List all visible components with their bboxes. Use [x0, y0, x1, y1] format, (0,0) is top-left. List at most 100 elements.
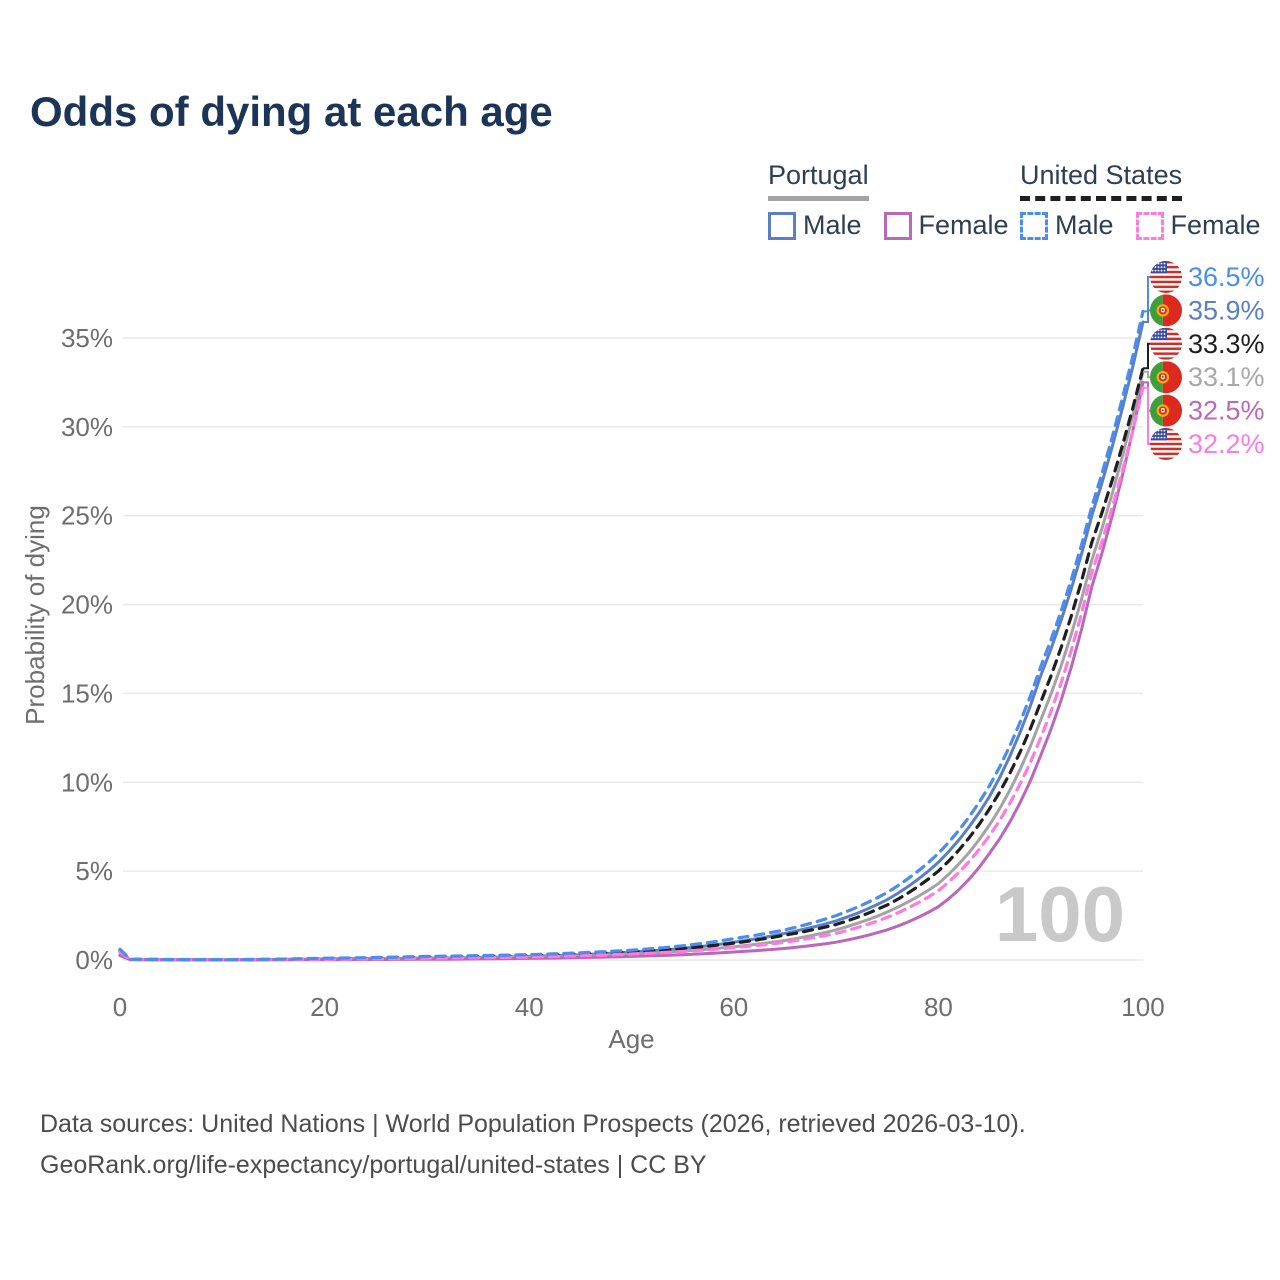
legend-item-label: Male	[1055, 210, 1114, 240]
x-tick-label: 40	[515, 992, 544, 1022]
end-value-label-united-states-total: 33.3%	[1188, 329, 1265, 359]
series-line-united-states-total	[118, 366, 1145, 962]
label-connector-portugal-total	[1143, 370, 1150, 379]
portugal-flag-icon	[1150, 294, 1182, 327]
us-flag-icon	[1150, 327, 1182, 360]
legend-items-portugal: Male Female	[768, 210, 1009, 241]
flag-part	[1150, 357, 1182, 360]
flag-part	[1162, 394, 1182, 427]
us-flag-icon	[1150, 428, 1182, 460]
series-line-united-states-female	[118, 386, 1145, 962]
flag-part	[1160, 436, 1163, 439]
age-watermark: 100	[995, 870, 1125, 958]
flag-part	[1151, 329, 1154, 332]
flag-part	[1163, 336, 1166, 339]
flag-part	[1150, 442, 1182, 446]
flag-part	[1163, 329, 1166, 332]
flag-part	[1154, 336, 1157, 339]
flag-part	[1154, 262, 1157, 265]
flag-part	[1163, 429, 1166, 432]
legend-items-united-states: Male Female	[1020, 210, 1261, 241]
flag-part	[1154, 436, 1157, 439]
flag-part	[1157, 262, 1160, 265]
end-value-label-united-states-male: 36.5%	[1188, 262, 1265, 292]
flag-part	[1151, 266, 1154, 268]
label-connector-united-states-male	[1143, 276, 1150, 313]
y-tick-label: 0%	[75, 945, 113, 975]
y-tick-label: 25%	[61, 501, 113, 531]
flag-part	[1163, 436, 1166, 439]
flag-part	[1157, 433, 1160, 435]
flag-part	[1154, 269, 1157, 272]
legend-group-title-united-states: United States	[1020, 160, 1183, 201]
label-connector-portugal-male	[1143, 309, 1150, 323]
flag-part	[1160, 269, 1163, 272]
flag-part	[1163, 333, 1166, 335]
y-tick-label: 35%	[61, 323, 113, 353]
x-tick-label: 80	[924, 992, 953, 1022]
flag-part	[1157, 436, 1160, 439]
flag-part	[1150, 361, 1163, 394]
flag-part	[1150, 290, 1182, 293]
flag-part	[1157, 336, 1160, 339]
legend-item-us-male: Male	[1020, 210, 1114, 241]
legend-group-portugal: Portugal Male Female	[768, 160, 1009, 241]
y-tick-label: 10%	[61, 767, 113, 797]
us-flag-icon	[1150, 261, 1182, 293]
end-value-label-united-states-female: 32.2%	[1188, 429, 1265, 459]
footer: Data sources: United Nations | World Pop…	[40, 1104, 1026, 1186]
flag-part	[1160, 429, 1163, 432]
x-tick-label: 0	[113, 992, 127, 1022]
footer-attribution: GeoRank.org/life-expectancy/portugal/uni…	[40, 1151, 707, 1179]
flag-part	[1150, 275, 1182, 279]
legend-group-united-states: United States Male Female	[1020, 160, 1261, 241]
flag-part	[1160, 266, 1163, 268]
flag-part	[1157, 266, 1160, 268]
end-value-label-portugal-male: 35.9%	[1188, 295, 1265, 325]
end-value-label-portugal-total: 33.1%	[1188, 362, 1265, 392]
flag-part	[1150, 452, 1182, 456]
x-axis-title: Age	[608, 1024, 654, 1054]
portugal-female-swatch-icon	[883, 211, 912, 240]
legend-item-us-female: Female	[1135, 210, 1261, 241]
series-line-united-states-male	[118, 309, 1145, 962]
label-connector-united-states-total	[1143, 342, 1150, 370]
flag-part	[1150, 342, 1182, 346]
flag-part	[1154, 266, 1157, 268]
flag-part	[1160, 433, 1163, 435]
flag-part	[1150, 352, 1182, 355]
legend-item-portugal-male: Male	[768, 210, 862, 241]
flag-part	[1157, 329, 1160, 332]
label-connector-united-states-female	[1143, 386, 1150, 445]
flag-part	[1160, 262, 1163, 265]
flag-part	[1161, 409, 1164, 412]
flag-part	[1157, 429, 1160, 432]
flag-part	[1163, 262, 1166, 265]
y-tick-label: 15%	[61, 678, 113, 708]
legend-group-title-portugal: Portugal	[768, 160, 869, 201]
legend-item-label: Female	[918, 210, 1009, 240]
flag-part	[1157, 333, 1160, 335]
end-value-label-portugal-female: 32.5%	[1188, 396, 1265, 426]
flag-part	[1163, 433, 1166, 435]
flag-part	[1150, 285, 1182, 289]
flag-part	[1150, 457, 1182, 460]
flag-part	[1162, 294, 1182, 327]
series-line-portugal-male	[118, 320, 1145, 962]
flag-part	[1154, 333, 1157, 335]
portugal-flag-icon	[1150, 361, 1182, 394]
flag-part	[1162, 361, 1182, 394]
portugal-male-swatch-icon	[768, 211, 796, 240]
flag-part	[1151, 433, 1154, 435]
flag-part	[1161, 375, 1164, 378]
flag-part	[1161, 309, 1164, 312]
flag-part	[1151, 333, 1154, 335]
legend-item-label: Female	[1170, 210, 1261, 240]
footer-data-sources: Data sources: United Nations | World Pop…	[40, 1110, 1026, 1138]
flag-part	[1150, 447, 1182, 451]
portugal-flag-icon	[1150, 394, 1182, 427]
flag-part	[1151, 429, 1154, 432]
flag-part	[1154, 429, 1157, 432]
